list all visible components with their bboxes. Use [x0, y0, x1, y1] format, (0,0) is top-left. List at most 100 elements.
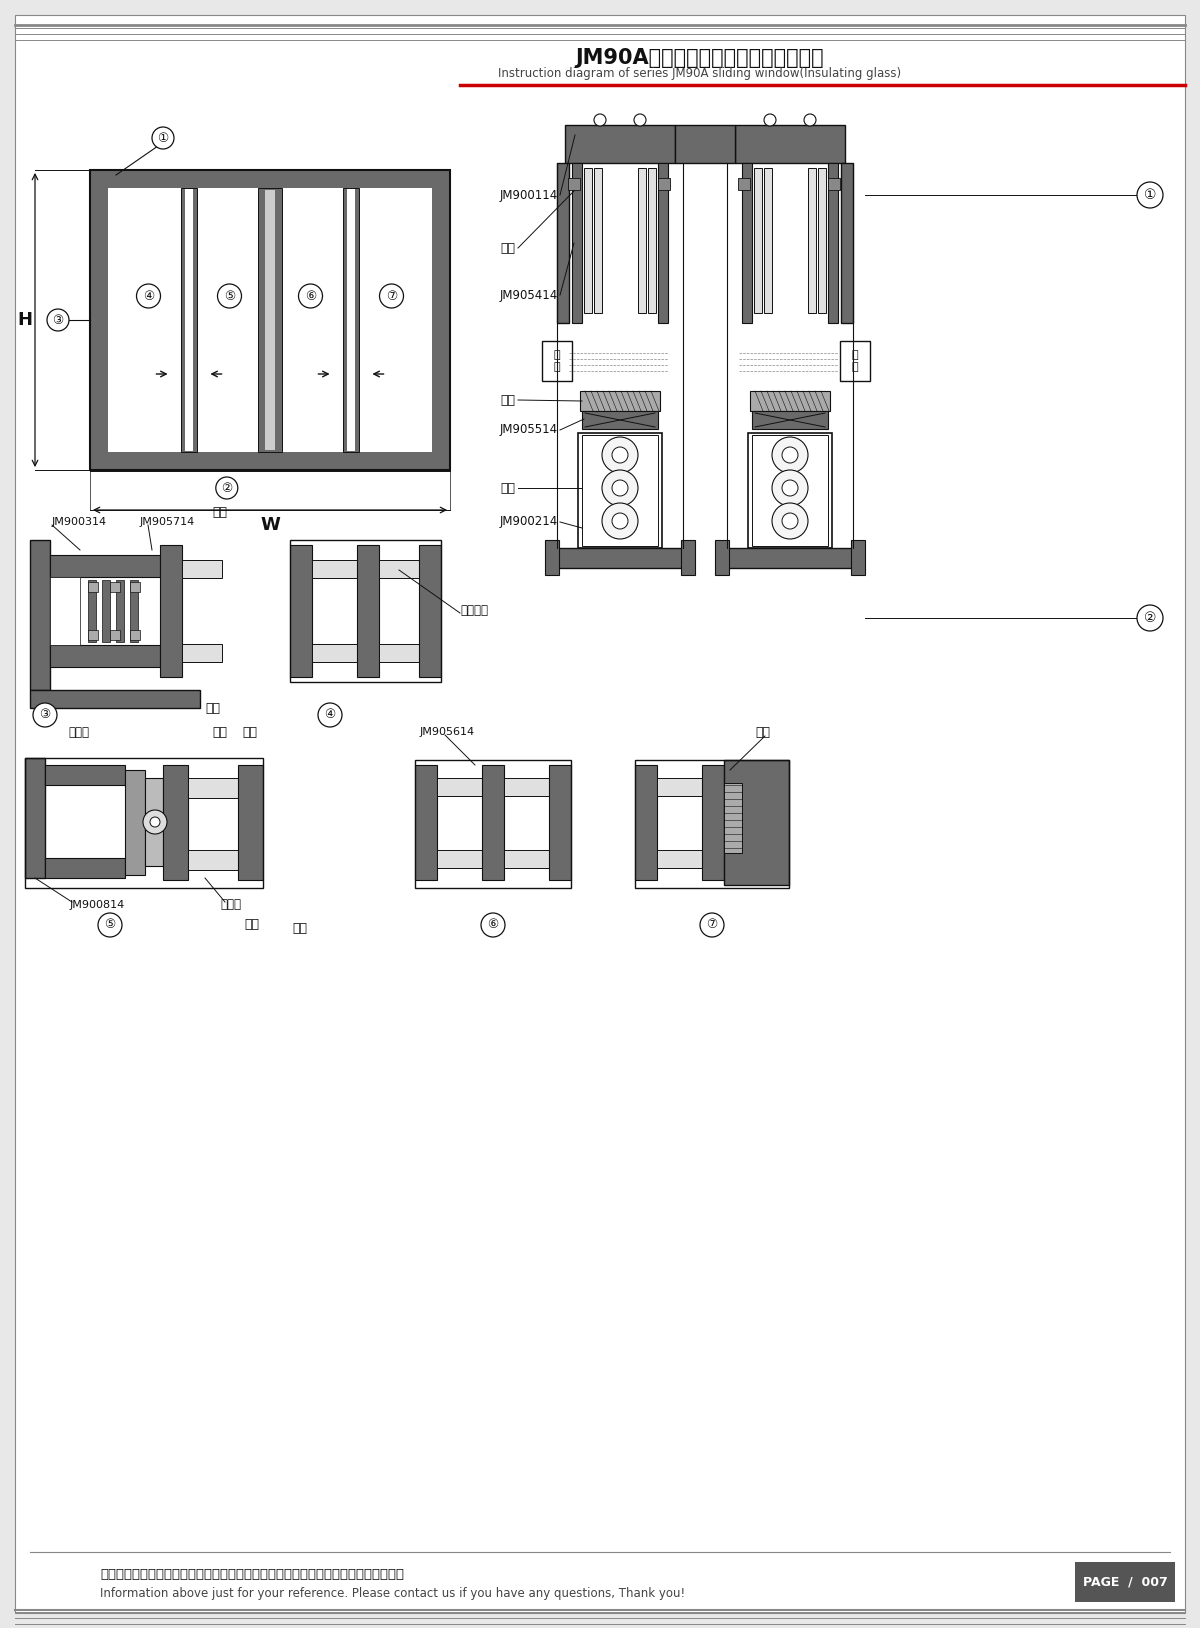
Text: ④: ④	[143, 290, 154, 303]
Bar	[46, 765, 125, 785]
Bar	[102, 580, 110, 641]
Bar	[658, 163, 668, 322]
Text: 图中所示型材截面、装配、编号、尺寸及重量仅供参考。如有疑问，请向本公司查询。: 图中所示型材截面、装配、编号、尺寸及重量仅供参考。如有疑问，请向本公司查询。	[100, 1568, 404, 1581]
Bar	[724, 760, 790, 886]
Circle shape	[804, 114, 816, 125]
Circle shape	[782, 480, 798, 497]
Text: ②: ②	[221, 482, 233, 495]
Circle shape	[700, 913, 724, 938]
Circle shape	[612, 513, 628, 529]
Bar	[379, 645, 419, 663]
Text: 室外: 室外	[205, 702, 221, 715]
Bar	[182, 645, 222, 663]
Bar	[312, 645, 358, 663]
Bar	[125, 770, 145, 874]
Bar	[163, 765, 188, 881]
Bar	[748, 433, 832, 549]
Bar	[702, 765, 724, 881]
Bar	[545, 540, 559, 575]
Text: 室
外: 室 外	[852, 350, 858, 371]
Bar	[750, 391, 830, 410]
Bar	[738, 177, 750, 190]
Bar	[379, 560, 419, 578]
Bar	[715, 540, 730, 575]
Bar	[504, 850, 550, 868]
Bar	[648, 168, 656, 313]
Circle shape	[152, 127, 174, 150]
Circle shape	[602, 470, 638, 506]
Bar	[437, 850, 482, 868]
Bar	[258, 187, 282, 453]
Bar	[851, 540, 865, 575]
Bar	[840, 340, 870, 381]
Circle shape	[379, 283, 403, 308]
Bar	[290, 540, 442, 682]
Text: 室外: 室外	[245, 918, 259, 931]
Text: ③: ③	[53, 314, 64, 327]
Text: ①: ①	[157, 132, 169, 145]
Circle shape	[1138, 182, 1163, 208]
Bar	[419, 545, 442, 677]
Bar	[437, 778, 482, 796]
Bar	[764, 168, 772, 313]
Text: ②: ②	[1144, 610, 1157, 625]
Bar	[638, 168, 646, 313]
Text: ⑥: ⑥	[487, 918, 499, 931]
Text: 室内: 室内	[212, 506, 228, 518]
Text: 滑轮: 滑轮	[500, 482, 515, 495]
Bar	[108, 187, 432, 453]
Text: ⑤: ⑤	[224, 290, 235, 303]
Bar	[312, 560, 358, 578]
Circle shape	[217, 283, 241, 308]
Circle shape	[299, 283, 323, 308]
Bar	[635, 760, 790, 887]
Circle shape	[594, 114, 606, 125]
Bar	[181, 187, 197, 453]
Text: JM900214: JM900214	[500, 516, 558, 529]
Text: Information above just for your reference. Please contact us if you have any que: Information above just for your referenc…	[100, 1587, 685, 1600]
Bar	[808, 168, 816, 313]
Bar	[188, 778, 238, 798]
Bar	[752, 410, 828, 430]
Bar	[1075, 1561, 1175, 1602]
Bar	[182, 560, 222, 578]
Circle shape	[602, 436, 638, 474]
Bar	[290, 545, 312, 677]
Text: JM905614: JM905614	[420, 728, 475, 737]
Circle shape	[47, 309, 70, 330]
Bar	[658, 778, 702, 796]
Text: JM900314: JM900314	[52, 518, 107, 527]
Bar	[50, 555, 160, 576]
Bar	[130, 581, 140, 593]
Text: 室外: 室外	[293, 921, 307, 934]
Bar	[50, 576, 80, 645]
Bar	[415, 760, 571, 887]
Bar	[584, 168, 592, 313]
Text: JM90A系列推拉窗结构图（中空玻璃）: JM90A系列推拉窗结构图（中空玻璃）	[576, 47, 824, 68]
Circle shape	[143, 811, 167, 834]
Text: ⑤: ⑤	[104, 918, 115, 931]
Bar	[50, 645, 160, 667]
Bar	[110, 581, 120, 593]
Circle shape	[612, 480, 628, 497]
Circle shape	[772, 470, 808, 506]
Text: JM900114: JM900114	[500, 189, 558, 202]
Bar	[88, 580, 96, 641]
Text: ①: ①	[1144, 187, 1157, 202]
Bar	[110, 630, 120, 640]
Text: 毛条: 毛条	[755, 726, 770, 739]
Text: 室
内: 室 内	[553, 350, 560, 371]
Bar	[557, 549, 683, 568]
Circle shape	[318, 703, 342, 728]
Text: JM905714: JM905714	[140, 518, 196, 527]
Text: JM905514: JM905514	[500, 423, 558, 436]
Circle shape	[782, 513, 798, 529]
Text: JM905414: JM905414	[500, 288, 558, 301]
Bar	[724, 783, 742, 853]
Bar	[145, 778, 163, 866]
Bar	[742, 163, 752, 322]
Text: ④: ④	[324, 708, 336, 721]
Bar	[828, 163, 838, 322]
Circle shape	[216, 477, 238, 500]
Bar	[88, 630, 98, 640]
